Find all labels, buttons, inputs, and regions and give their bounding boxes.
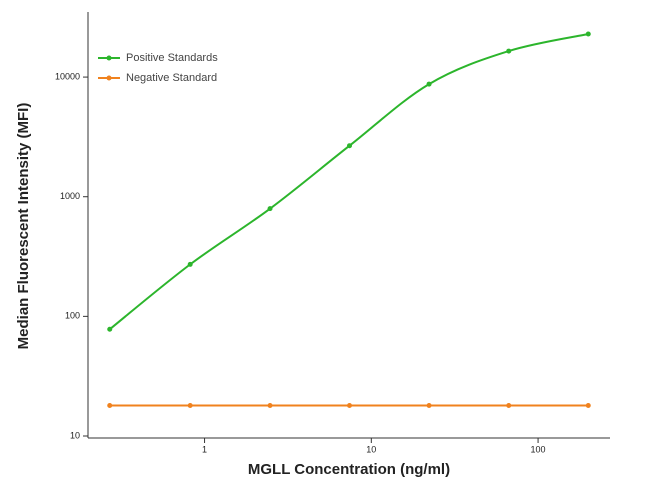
y-tick-label: 1000 — [60, 191, 80, 201]
legend-marker — [106, 55, 112, 61]
data-point — [267, 402, 273, 408]
y-axis-title: Median Fluorescent Intensity (MFI) — [15, 103, 32, 350]
x-tick-label: 1 — [202, 444, 207, 454]
data-point — [585, 402, 591, 408]
data-point — [506, 48, 512, 54]
data-point — [426, 81, 432, 87]
y-tick-label: 10 — [70, 430, 80, 440]
data-point — [347, 402, 353, 408]
y-tick-label: 100 — [65, 311, 80, 321]
data-point — [107, 402, 113, 408]
y-tick-label: 10000 — [55, 71, 80, 81]
legend-marker — [106, 75, 112, 81]
data-point — [107, 326, 113, 332]
data-point — [506, 402, 512, 408]
data-point — [187, 261, 193, 267]
data-point — [347, 143, 353, 149]
data-point — [267, 206, 273, 212]
data-point — [585, 31, 591, 37]
data-point — [187, 402, 193, 408]
x-axis-title: MGLL Concentration (ng/ml) — [248, 461, 450, 478]
legend-label: Positive Standards — [126, 52, 218, 64]
legend-label: Negative Standard — [126, 72, 217, 84]
x-tick-label: 10 — [366, 444, 376, 454]
x-tick-label: 100 — [531, 444, 546, 454]
data-point — [426, 402, 432, 408]
